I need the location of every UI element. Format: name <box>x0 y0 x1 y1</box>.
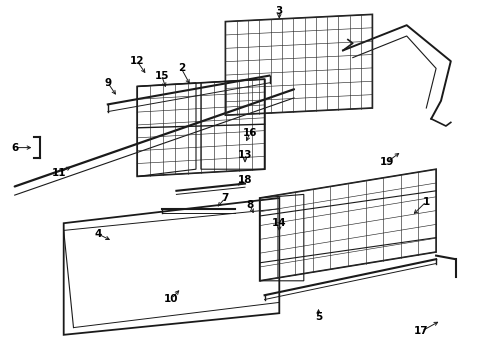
Text: 14: 14 <box>272 218 287 228</box>
Text: 2: 2 <box>178 63 185 73</box>
Text: 4: 4 <box>94 229 102 239</box>
Text: 19: 19 <box>380 157 394 167</box>
Text: 1: 1 <box>423 197 430 207</box>
Text: 18: 18 <box>238 175 252 185</box>
Text: 16: 16 <box>243 128 257 138</box>
Text: 11: 11 <box>51 168 66 178</box>
Text: 15: 15 <box>154 71 169 81</box>
Text: 9: 9 <box>104 78 111 88</box>
Text: 13: 13 <box>238 150 252 160</box>
Text: 5: 5 <box>315 312 322 322</box>
Text: 6: 6 <box>11 143 18 153</box>
Text: 12: 12 <box>130 56 145 66</box>
Text: 17: 17 <box>414 326 429 336</box>
Text: 7: 7 <box>221 193 229 203</box>
Text: 3: 3 <box>276 6 283 16</box>
Text: 10: 10 <box>164 294 179 304</box>
Text: 8: 8 <box>246 200 253 210</box>
